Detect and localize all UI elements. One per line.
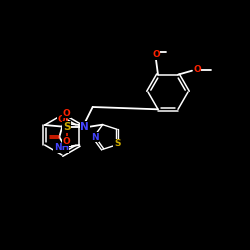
Text: O: O [63, 136, 70, 145]
Text: O: O [193, 65, 201, 74]
Text: S: S [114, 139, 120, 148]
Text: N: N [91, 132, 98, 141]
Text: O: O [152, 50, 160, 59]
Text: S: S [63, 122, 70, 132]
Text: NH: NH [54, 144, 69, 152]
Text: O: O [63, 108, 70, 118]
Text: N: N [80, 122, 89, 132]
Text: O: O [58, 114, 65, 124]
